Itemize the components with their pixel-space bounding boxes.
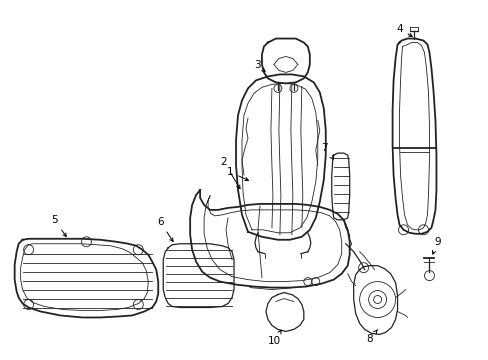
Text: 5: 5 <box>51 215 66 237</box>
Text: 2: 2 <box>220 157 240 189</box>
Text: 7: 7 <box>321 143 333 159</box>
Text: 1: 1 <box>226 167 248 180</box>
Text: 9: 9 <box>431 237 440 254</box>
Text: 10: 10 <box>267 330 281 346</box>
Text: 8: 8 <box>366 330 377 345</box>
Text: 3: 3 <box>254 60 264 72</box>
Text: 4: 4 <box>395 24 411 36</box>
Text: 6: 6 <box>157 217 173 242</box>
